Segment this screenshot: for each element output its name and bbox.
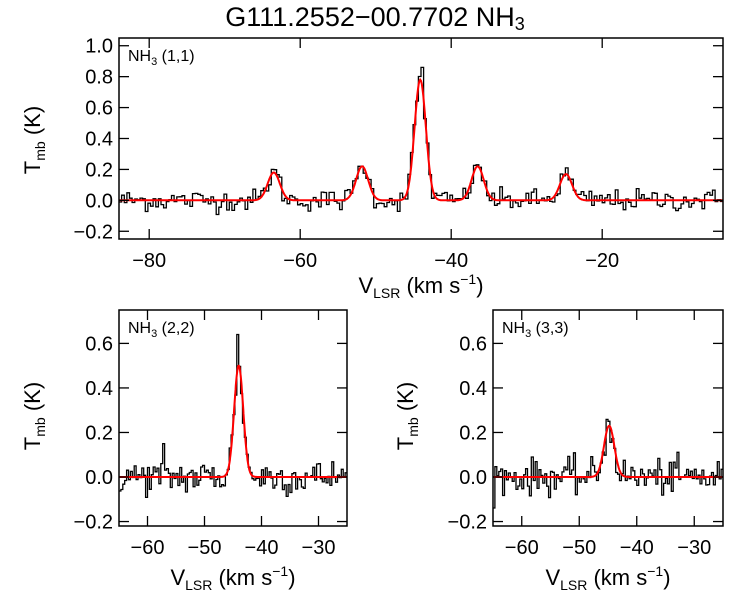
- x-tick-label: −80: [132, 250, 166, 272]
- y-tick-label: 0.2: [459, 422, 487, 444]
- chart-title: G111.2552−00.7702 NH3: [0, 2, 750, 35]
- x-tick-label: −40: [434, 250, 468, 272]
- y-tick-label: 0.2: [85, 422, 113, 444]
- y-tick-label: 0.6: [85, 98, 113, 120]
- y-tick-label: −0.2: [448, 512, 487, 534]
- fit-curve: [119, 364, 347, 478]
- plot-frame: [118, 309, 348, 527]
- spectrum-line: [119, 66, 723, 216]
- y-tick-label: 0.6: [459, 333, 487, 355]
- y-tick-label: −0.2: [74, 512, 113, 534]
- panel-3: −0.2 0.0 0.2 0.4 0.6 −60 −50 −40 −30 NH3 (3,3) VLS…: [393, 309, 724, 593]
- y-axis-label: Tmb (K): [20, 106, 48, 174]
- x-tick-label: −40: [245, 537, 279, 559]
- y-axis-label: Tmb (K): [393, 382, 421, 450]
- x-tick-label: −50: [188, 537, 222, 559]
- y-tick-label: 0.0: [85, 190, 113, 212]
- y-tick-label: 0.2: [85, 159, 113, 181]
- y-tick-label: 0.4: [85, 378, 113, 400]
- y-tick-label: 0.6: [85, 333, 113, 355]
- transition-label: NH3 (3,3): [502, 320, 569, 340]
- y-tick-label: 1.0: [85, 36, 113, 58]
- x-tick-label: −20: [585, 250, 619, 272]
- y-axis-label: Tmb (K): [20, 382, 48, 450]
- fit-curve: [493, 424, 723, 478]
- chart-title-subscript: 3: [514, 14, 525, 34]
- y-tick-label: 0.8: [85, 67, 113, 89]
- transition-label: NH3 (1,1): [128, 48, 195, 68]
- x-axis-label: VLSR (km s−1): [545, 563, 670, 593]
- x-tick-label: −60: [283, 250, 317, 272]
- x-tick-label: −30: [302, 537, 336, 559]
- chart-title-main: G111.2552−00.7702 NH: [225, 2, 515, 32]
- panel-1: −0.2 0.0 0.2 0.4 0.6 0.8 1.0 −80 −60 −40 −20 NH3 (1…: [20, 36, 724, 301]
- x-tick-label: −60: [131, 537, 165, 559]
- x-tick-label: −30: [677, 537, 711, 559]
- y-tick-label: 0.0: [85, 467, 113, 489]
- y-tick-label: 0.4: [459, 378, 487, 400]
- y-tick-label: 0.0: [459, 467, 487, 489]
- y-tick-label: 0.4: [85, 129, 113, 151]
- plot-frame: [492, 309, 724, 527]
- x-tick-label: −40: [620, 537, 654, 559]
- transition-label: NH3 (2,2): [128, 320, 195, 340]
- spectrum-line: [493, 418, 723, 509]
- x-axis-label: VLSR (km s−1): [358, 271, 483, 301]
- x-tick-label: −60: [505, 537, 539, 559]
- fit-curve: [119, 77, 723, 202]
- x-axis-label: VLSR (km s−1): [170, 563, 295, 593]
- y-tick-label: −0.2: [74, 221, 113, 243]
- x-tick-label: −50: [562, 537, 596, 559]
- panel-2: −0.2 0.0 0.2 0.4 0.6 −60 −50 −40 −30 NH3 (2,2) VLS…: [20, 309, 348, 593]
